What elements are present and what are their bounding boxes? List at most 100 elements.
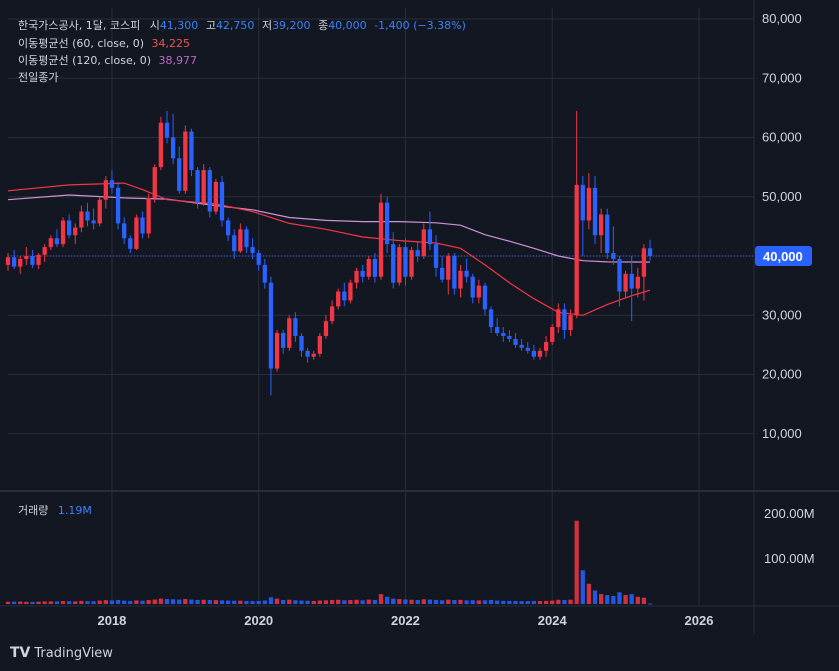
candle-body xyxy=(623,273,628,292)
candle-body xyxy=(201,170,206,203)
candle-body xyxy=(537,350,543,357)
candle-body xyxy=(342,291,347,301)
candle-body xyxy=(122,223,127,239)
time-tick-label: 2026 xyxy=(685,613,714,628)
candle-body xyxy=(397,247,402,283)
candle-body xyxy=(507,335,512,339)
volume-bar xyxy=(317,600,322,604)
volume-bar xyxy=(488,599,494,604)
candle-body xyxy=(293,318,298,336)
brand-label: TradingView xyxy=(34,645,113,661)
candle-body xyxy=(60,220,66,245)
high-label: 고 xyxy=(205,19,216,32)
candle-body xyxy=(232,235,237,252)
volume-bar xyxy=(42,601,47,604)
legend-prev-close[interactable]: 전일종가 xyxy=(18,71,58,85)
volume-bar xyxy=(164,599,170,604)
candle-body xyxy=(97,199,102,224)
candle-body xyxy=(635,276,640,289)
volume-bar xyxy=(219,600,225,604)
volume-bar xyxy=(397,599,402,604)
candle-body xyxy=(48,238,53,248)
candle-body xyxy=(268,282,274,369)
volume-bar xyxy=(244,600,249,604)
candle-body xyxy=(73,227,78,236)
candles[interactable] xyxy=(5,110,653,396)
volume-bar xyxy=(433,599,439,604)
candle-body xyxy=(348,282,353,301)
volume-bar xyxy=(366,599,371,604)
volume-bar xyxy=(452,600,457,604)
volume-bar xyxy=(550,600,555,604)
volume-bar xyxy=(238,600,243,604)
volume-bar xyxy=(421,599,426,604)
candle-body xyxy=(164,122,170,138)
candle-body xyxy=(531,350,537,357)
volume-bar xyxy=(495,600,500,604)
tradingview-logo[interactable]: 𝗧𝗩 TradingView xyxy=(10,645,113,661)
candle-body xyxy=(513,338,518,345)
volume-bar xyxy=(213,600,219,604)
volume-label: 거래량 xyxy=(18,504,49,517)
volume-bar xyxy=(299,600,304,604)
candle-body xyxy=(152,167,157,198)
volume-bar xyxy=(115,599,121,604)
legend-volume[interactable]: 거래량 1.19M xyxy=(18,502,92,518)
candle-body xyxy=(378,202,384,277)
price-tick-label: 10,000 xyxy=(762,426,802,441)
volume-bar xyxy=(36,601,41,604)
volume-bar xyxy=(97,600,102,604)
candle-body xyxy=(219,181,225,221)
legend-ma60[interactable]: 이동평균선 (60, close, 0) 34,225 xyxy=(18,37,190,51)
legend-ma120[interactable]: 이동평균선 (120, close, 0) 38,977 xyxy=(18,54,197,68)
candle-body xyxy=(580,184,585,221)
candle-body xyxy=(109,180,115,188)
candle-body xyxy=(5,257,11,265)
price-tick-label: 70,000 xyxy=(762,70,802,85)
volume-bar xyxy=(225,600,231,604)
candle-body xyxy=(67,220,72,236)
candle-body xyxy=(446,256,451,280)
volume-bar xyxy=(568,599,573,604)
volume-bar xyxy=(91,601,96,604)
volume-bar xyxy=(641,597,647,604)
candle-body xyxy=(403,247,408,277)
candle-body xyxy=(42,247,47,255)
volume-bar xyxy=(348,600,353,604)
volume-bar xyxy=(458,599,463,604)
candle-body xyxy=(213,181,219,212)
volume-bar xyxy=(103,600,108,604)
symbol-label[interactable]: 한국가스공사, 1달, 코스피 xyxy=(18,19,141,32)
volume-bar xyxy=(48,601,53,604)
volume-bar xyxy=(67,601,72,604)
price-tick-label: 80,000 xyxy=(762,11,802,26)
candle-body xyxy=(391,244,396,283)
candle-body xyxy=(323,321,329,336)
candle-body xyxy=(519,344,524,348)
volume-bar xyxy=(287,599,292,604)
volume-bar xyxy=(232,600,237,604)
volume-bar xyxy=(73,601,78,604)
volume-bar xyxy=(128,600,133,604)
axes: 10,000 20,000 30,000 50,000 60,000 70,000 80,0… xyxy=(97,11,814,628)
candle-body xyxy=(470,276,475,298)
volume-bar xyxy=(323,600,329,604)
volume-bars xyxy=(5,520,653,605)
volume-bar xyxy=(372,599,378,604)
candle-body xyxy=(30,256,35,265)
candle-body xyxy=(311,353,316,357)
candle-body xyxy=(103,180,108,200)
candle-body xyxy=(629,273,634,289)
ma120-value: 38,977 xyxy=(158,54,198,67)
candle-body xyxy=(287,318,292,348)
candle-body xyxy=(482,285,488,310)
volume-bar xyxy=(378,594,384,604)
candle-body xyxy=(11,257,17,267)
low-label: 저 xyxy=(261,19,273,32)
volume-bar xyxy=(311,600,316,604)
candle-body xyxy=(617,258,622,292)
volume-bar xyxy=(201,599,206,604)
candle-body xyxy=(18,258,23,267)
candle-body xyxy=(336,291,341,307)
